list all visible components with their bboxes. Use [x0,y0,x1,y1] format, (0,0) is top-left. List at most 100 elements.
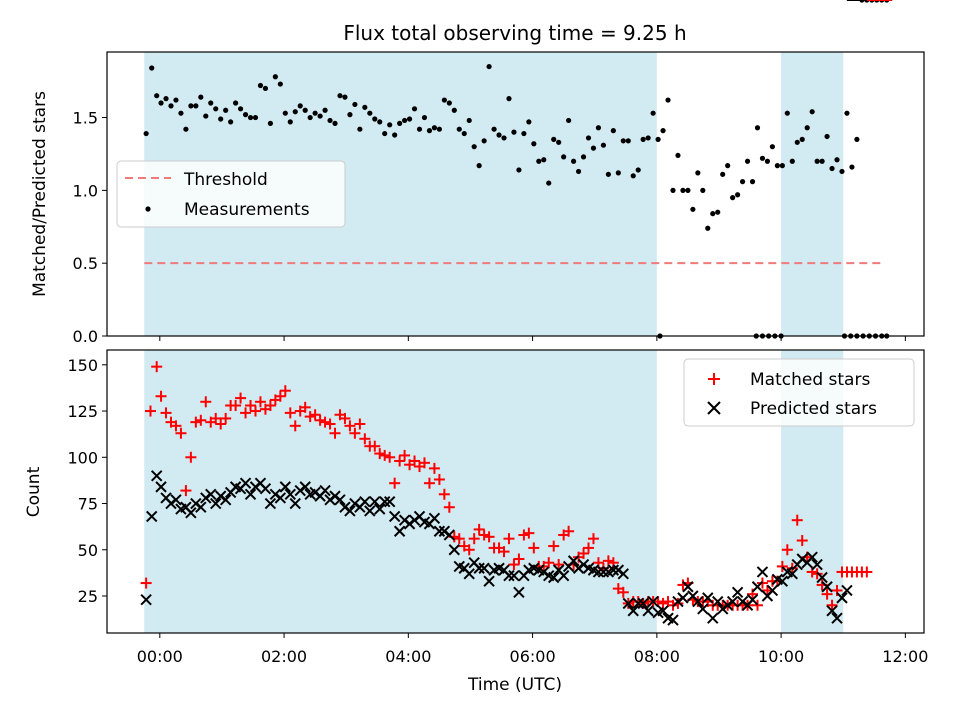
measurement-point [143,130,149,137]
matched-point [602,555,614,567]
predicted-point [682,581,694,593]
measurement-point [208,100,214,106]
measurement-point [615,170,621,176]
matched-point [339,412,351,424]
measurement-point [426,128,433,134]
measurement-point [362,104,368,110]
measurement-point [282,110,288,116]
matched-point [796,535,808,547]
measurement-point [556,139,562,145]
measurement-point [749,179,756,185]
matched-point [503,533,515,545]
measurement-point [257,82,264,89]
measurement-point [854,136,860,142]
matched-point [324,418,336,430]
measurement-point [471,144,477,150]
y-tick-label: 0.5 [73,254,98,273]
measurement-point [610,128,616,134]
measurement-point [262,85,269,92]
matched-point [508,559,520,571]
matched-point [230,399,242,411]
bottom-panel: 25 50 75 100 125 150 00:00 02:00 04:00 06:00 08:0… [24,0,928,695]
measurement-point [799,136,805,142]
matched-point [438,488,450,500]
matched-point [175,427,187,439]
measurement-point [735,192,741,198]
measurement-point [466,117,472,124]
predicted-point [478,562,490,574]
predicted-point [806,551,818,563]
measurement-point [640,136,646,142]
predicted-point [836,592,848,604]
predicted-point [816,571,828,584]
matched-point [329,427,341,439]
measurement-point [401,117,408,124]
matched-point [751,599,763,611]
measurement-point [431,125,438,131]
measurement-point [149,65,155,71]
predicted-point [667,614,679,626]
predicted-point [319,484,331,497]
matched-point [528,542,540,554]
measurement-point [436,126,442,132]
matched-point [254,396,266,408]
matched-legend-swatch [708,373,720,385]
matched-point [140,577,152,589]
measurement-point [814,158,820,164]
bottom-x-ticks: 00:00 02:00 04:00 06:00 08:00 10:00 12:00 [137,633,928,666]
measurement-point [352,101,358,108]
measurement-point [819,158,825,164]
measurement-point [521,130,527,137]
measurement-point [804,125,810,131]
bottom-axes-frame [106,349,925,634]
matched-point [190,416,202,428]
measurement-point [625,138,631,144]
measurement-point [228,119,234,125]
predicted-point [483,575,495,587]
matched-point [473,523,485,535]
predicted-point [677,592,689,604]
matched-point [478,529,490,541]
measurement-point [600,142,607,148]
measurement-point [675,152,681,159]
measurement-point [759,155,766,161]
measurement-point [630,173,636,179]
x-tick-label: 12:00 [882,647,928,666]
matched-point [170,420,182,432]
measurement-point [680,187,686,193]
measurement-point [730,195,736,201]
measurement-point [585,135,592,141]
measurement-point [536,158,542,164]
measurement-point [287,119,293,125]
matched-point [443,501,455,513]
measurement-point [406,116,413,122]
measurement-point [620,138,626,144]
measurement-point [526,119,532,125]
predicted-point [756,566,769,578]
measurement-point [397,120,403,126]
matched-point [389,477,401,489]
matched-point [359,433,371,445]
matched-point [384,451,396,463]
measurement-point [277,81,283,87]
measurement-point [322,107,328,113]
matched-point [160,407,172,419]
measurement-point [451,107,457,113]
measurement-point [829,165,835,172]
matched-point [195,414,207,426]
measurement-point [411,106,418,112]
measurement-point [382,130,388,137]
matched-point [543,557,555,569]
matched-point [279,385,291,397]
predicted-legend-label: Predicted stars [750,399,877,419]
matched-point [423,477,435,489]
predicted-point [448,544,461,556]
matched-point [274,390,286,402]
predicted-point [831,612,843,624]
predicted-point [617,568,630,580]
predicted-point [786,568,798,580]
matched-point [314,414,326,426]
y-tick-label: 0.0 [73,327,98,346]
matched-point [220,412,232,424]
